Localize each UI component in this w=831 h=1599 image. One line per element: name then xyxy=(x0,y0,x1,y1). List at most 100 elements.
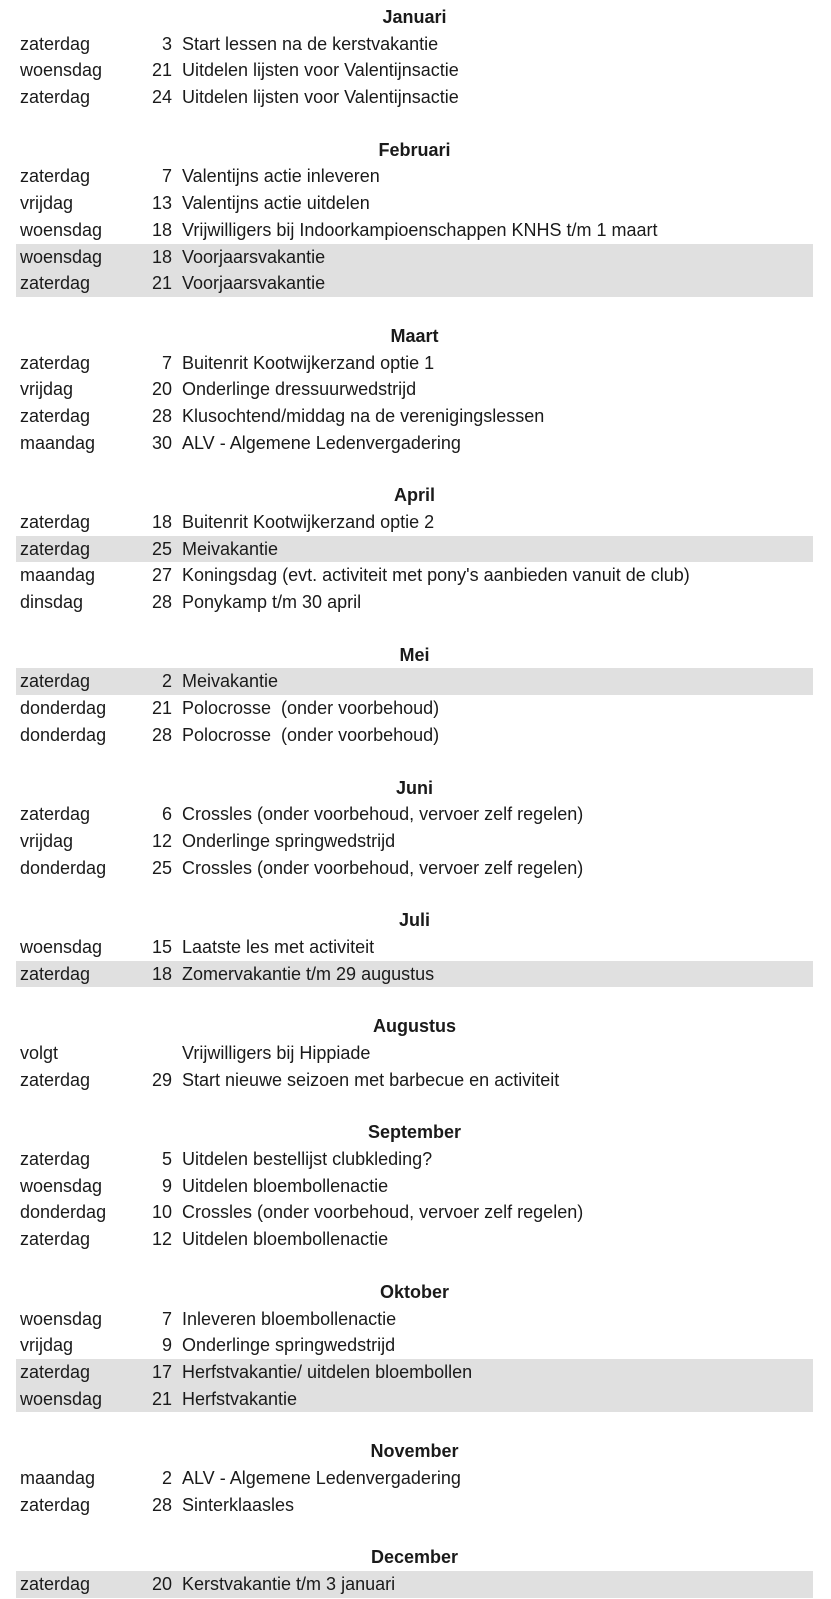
event-row: zaterdag 7 Buitenrit Kootwijkerzand opti… xyxy=(16,350,813,377)
month-rows: zaterdag 18 Buitenrit Kootwijkerzand opt… xyxy=(0,509,831,616)
event-row: woensdag 21 Herfstvakantie xyxy=(16,1385,813,1413)
month-rows: zaterdag 7 Valentijns actie inleveren vr… xyxy=(0,163,831,297)
event-row: woensdag 18 Voorjaarsvakantie xyxy=(16,243,813,271)
month-title: Februari xyxy=(378,139,451,160)
event-description: Voorjaarsvakantie xyxy=(182,273,326,294)
event-day: maandag xyxy=(20,432,96,453)
month-rows: volgt Vrijwilligers bij Hippiade zaterda… xyxy=(0,1040,831,1093)
event-description: Koningsdag (evt. activiteit met pony's a… xyxy=(182,565,690,586)
event-description: Sinterklaasles xyxy=(182,1494,295,1515)
event-row: vrijdag 12 Onderlinge springwedstrijd xyxy=(16,828,813,855)
event-date: 18 xyxy=(151,219,172,240)
event-day: donderdag xyxy=(20,698,107,719)
event-description: Herfstvakantie/ uitdelen bloembollen xyxy=(182,1361,473,1382)
event-row: zaterdag 20 Kerstvakantie t/m 3 januari xyxy=(16,1571,813,1598)
month-rows: zaterdag 7 Buitenrit Kootwijkerzand opti… xyxy=(0,350,831,457)
month-rows: zaterdag 20 Kerstvakantie t/m 3 januari xyxy=(0,1571,831,1598)
event-description: ALV - Algemene Ledenvergadering xyxy=(182,1467,461,1488)
event-date: 15 xyxy=(151,936,172,957)
event-description: Kerstvakantie t/m 3 januari xyxy=(182,1574,396,1594)
event-row: woensdag 9 Uitdelen bloembollenactie xyxy=(16,1173,813,1200)
event-row: zaterdag 24 Uitdelen lijsten voor Valent… xyxy=(16,84,813,111)
month-section: November maandag 2 ALV - Algemene Ledenv… xyxy=(0,1438,831,1518)
event-description: Crossles (onder voorbehoud, vervoer zelf… xyxy=(182,857,584,878)
month-title: Oktober xyxy=(379,1281,449,1302)
event-day: woensdag xyxy=(20,936,103,957)
event-description: Uitdelen bloembollenactie xyxy=(182,1175,389,1196)
event-day: zaterdag xyxy=(20,273,91,294)
event-description: Valentijns actie uitdelen xyxy=(182,193,370,214)
event-day: woensdag xyxy=(20,1388,103,1409)
event-row: zaterdag 7 Valentijns actie inleveren xyxy=(16,163,813,190)
event-row: donderdag 25 Crossles (onder voorbehoud,… xyxy=(16,855,813,882)
month-rows: maandag 2 ALV - Algemene Ledenvergaderin… xyxy=(0,1465,831,1518)
event-date: 24 xyxy=(151,87,172,108)
event-description: Herfstvakantie xyxy=(182,1388,298,1409)
event-date: 12 xyxy=(151,830,172,851)
event-row: zaterdag 28 Sinterklaasles xyxy=(16,1492,813,1519)
event-row: volgt Vrijwilligers bij Hippiade xyxy=(16,1040,813,1067)
event-day: volgt xyxy=(20,1043,59,1063)
event-row: zaterdag 28 Klusochtend/middag na de ver… xyxy=(16,403,813,430)
event-day: donderdag xyxy=(20,724,107,745)
event-description: Polocrosse (onder voorbehoud) xyxy=(182,724,440,745)
event-row: zaterdag 3 Start lessen na de kerstvakan… xyxy=(16,31,813,58)
month-title: December xyxy=(370,1547,459,1568)
month-section: April zaterdag 18 Buitenrit Kootwijkerza… xyxy=(0,482,831,615)
event-date: 20 xyxy=(151,379,172,400)
event-day: maandag xyxy=(20,1467,96,1488)
event-row: zaterdag 12 Uitdelen bloembollenactie xyxy=(16,1226,813,1253)
event-date: 18 xyxy=(151,963,172,984)
event-description: Klusochtend/middag na de verenigingsless… xyxy=(182,405,545,426)
event-row: zaterdag 18 Zomervakantie t/m 29 augustu… xyxy=(16,960,813,988)
month-rows: zaterdag 6 Crossles (onder voorbehoud, v… xyxy=(0,801,831,881)
event-description: Buitenrit Kootwijkerzand optie 1 xyxy=(182,352,435,373)
event-row: donderdag 28 Polocrosse (onder voorbehou… xyxy=(16,722,813,749)
month-title: November xyxy=(370,1441,459,1462)
event-description: Ponykamp t/m 30 april xyxy=(182,592,362,613)
month-title: Juni xyxy=(395,777,433,798)
event-row: zaterdag 29 Start nieuwe seizoen met bar… xyxy=(16,1067,813,1094)
event-date: 13 xyxy=(151,193,172,214)
month-rows: woensdag 15 Laatste les met activiteit z… xyxy=(0,934,831,988)
event-day: zaterdag xyxy=(20,1149,91,1170)
event-date: 18 xyxy=(151,246,172,267)
event-row: zaterdag 18 Buitenrit Kootwijkerzand opt… xyxy=(16,509,813,536)
event-row: woensdag 7 Inleveren bloembollenactie xyxy=(16,1306,813,1333)
event-row: vrijdag 20 Onderlinge dressuurwedstrijd xyxy=(16,376,813,403)
month-title: Mei xyxy=(399,644,430,665)
event-date: 29 xyxy=(151,1069,172,1090)
event-description: Laatste les met activiteit xyxy=(182,936,375,957)
event-row: vrijdag 9 Onderlinge springwedstrijd xyxy=(16,1332,813,1359)
month-title: Augustus xyxy=(373,1016,456,1037)
event-day: zaterdag xyxy=(20,166,91,187)
event-day: zaterdag xyxy=(20,1494,91,1515)
event-day: zaterdag xyxy=(20,87,91,108)
event-day: woensdag xyxy=(20,1308,103,1329)
event-date: 21 xyxy=(151,60,172,81)
month-section: Mei zaterdag 2 Meivakantie donderdag 21 … xyxy=(0,642,831,749)
month-rows: zaterdag 5 Uitdelen bestellijst clubkled… xyxy=(0,1146,831,1253)
event-day: zaterdag xyxy=(20,1361,91,1382)
event-description: Voorjaarsvakantie xyxy=(182,246,326,267)
event-description: Uitdelen bloembollenactie xyxy=(182,1229,389,1250)
event-row: zaterdag 2 Meivakantie xyxy=(16,668,813,696)
event-description: Onderlinge dressuurwedstrijd xyxy=(182,379,417,400)
month-rows: zaterdag 3 Start lessen na de kerstvakan… xyxy=(0,31,831,111)
event-day: vrijdag xyxy=(20,193,74,214)
event-date: 17 xyxy=(151,1361,172,1382)
month-section: Oktober woensdag 7 Inleveren bloembollen… xyxy=(0,1279,831,1413)
month-section: Augustus volgt Vrijwilligers bij Hippiad… xyxy=(0,1013,831,1093)
event-day: dinsdag xyxy=(20,592,84,613)
month-title: April xyxy=(393,485,435,506)
event-day: zaterdag xyxy=(20,804,91,825)
event-date: 5 xyxy=(161,1149,172,1170)
event-day: zaterdag xyxy=(20,405,91,426)
month-section: Juli woensdag 15 Laatste les met activit… xyxy=(0,907,831,988)
event-day: zaterdag xyxy=(20,512,91,532)
event-date: 25 xyxy=(151,538,172,559)
month-title: Januari xyxy=(382,7,447,27)
event-description: Vrijwilligers bij Indoorkampioenschappen… xyxy=(182,219,658,240)
event-day: zaterdag xyxy=(20,671,91,692)
